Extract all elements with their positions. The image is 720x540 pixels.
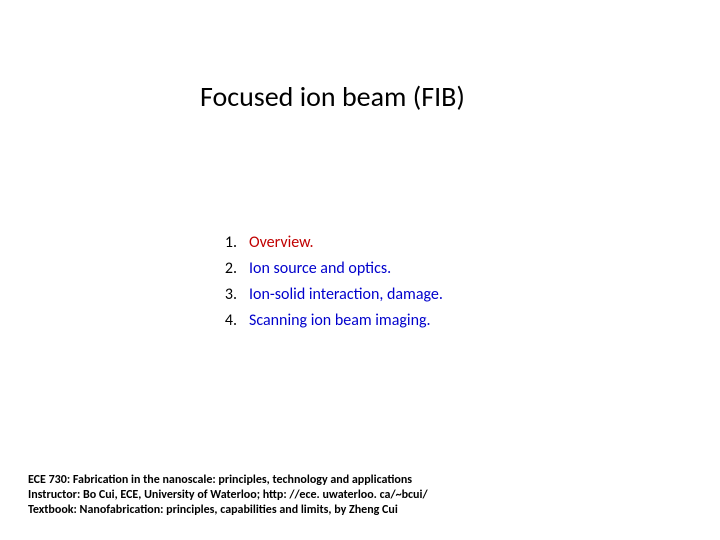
list-number: 1.: [215, 230, 237, 256]
list-number: 4.: [215, 308, 237, 334]
list-label: Scanning ion beam imaging.: [249, 308, 431, 334]
list-item: 4. Scanning ion beam imaging.: [215, 308, 443, 334]
footer-line: ECE 730: Fabrication in the nanoscale: p…: [28, 473, 428, 488]
list-number: 3.: [215, 282, 237, 308]
list-label: Ion-solid interaction, damage.: [249, 282, 443, 308]
list-item: 3. Ion-solid interaction, damage.: [215, 282, 443, 308]
slide: Focused ion beam (FIB) 1. Overview. 2. I…: [0, 0, 720, 540]
list-number: 2.: [215, 256, 237, 282]
list-label: Overview.: [249, 230, 314, 256]
footer-line: Textbook: Nanofabrication: principles, c…: [28, 503, 428, 518]
outline-list: 1. Overview. 2. Ion source and optics. 3…: [215, 230, 443, 334]
footer-block: ECE 730: Fabrication in the nanoscale: p…: [28, 473, 428, 518]
footer-line: Instructor: Bo Cui, ECE, University of W…: [28, 488, 428, 503]
list-label: Ion source and optics.: [249, 256, 391, 282]
list-item: 1. Overview.: [215, 230, 443, 256]
slide-title: Focused ion beam (FIB): [200, 79, 465, 114]
list-item: 2. Ion source and optics.: [215, 256, 443, 282]
